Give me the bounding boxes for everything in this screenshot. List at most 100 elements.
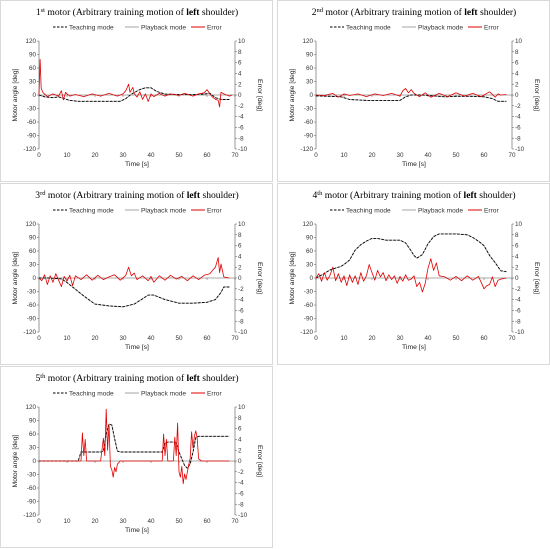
y-tick-label: -60 — [304, 119, 314, 126]
y2-tick-label: -8 — [238, 318, 244, 325]
y2-tick-label: -6 — [515, 125, 521, 132]
y-tick-label: -90 — [27, 133, 37, 140]
x-axis-label: Time [s] — [125, 161, 149, 168]
y-axis-label: Motor angle [deg] — [12, 251, 19, 304]
y2-tick-label: -6 — [238, 125, 244, 132]
title-number: 5 — [35, 373, 40, 384]
title-bold: left — [186, 7, 200, 18]
y-axis-label: Motor angle [deg] — [12, 68, 19, 121]
y2-tick-label: -2 — [515, 286, 521, 293]
y-tick-label: 120 — [25, 38, 36, 45]
y-tick-label: 60 — [29, 431, 37, 438]
y-tick-label: 60 — [29, 65, 37, 72]
y-tick-label: -30 — [27, 106, 37, 113]
legend-error-label: Error — [484, 207, 499, 214]
y-tick-label: -90 — [304, 316, 314, 323]
y-tick-label: -60 — [27, 485, 37, 492]
y-tick-label: 90 — [306, 52, 314, 59]
y-axis-label: Motor angle [deg] — [289, 251, 296, 304]
y2-tick-label: 8 — [238, 49, 242, 56]
y2-tick-label: 4 — [238, 254, 242, 261]
x-tick-label: 70 — [231, 335, 239, 342]
y2-tick-label: 2 — [515, 81, 519, 88]
x-axis-label: Time [s] — [402, 344, 426, 351]
y2-tick-label: 0 — [238, 92, 242, 99]
y2-tick-label: 6 — [238, 60, 242, 67]
x-tick-label: 0 — [37, 152, 41, 159]
y-tick-label: 30 — [306, 262, 314, 269]
chart-panel-1: 1st motor (Arbitrary training motion of … — [0, 0, 273, 182]
x-axis-label: Time [s] — [125, 344, 149, 351]
title-end: shoulder) — [200, 190, 239, 201]
x-axis-label: Time [s] — [125, 527, 149, 534]
title-text: motor (Arbitrary training motion of — [46, 190, 187, 201]
y2-tick-label: 8 — [238, 415, 242, 422]
legend-error-label: Error — [484, 24, 499, 31]
y-tick-label: 90 — [306, 235, 314, 242]
x-tick-label: 10 — [340, 335, 348, 342]
y2-tick-label: 10 — [515, 38, 523, 45]
y2-tick-label: -4 — [515, 114, 521, 121]
y2-tick-label: -10 — [238, 512, 248, 519]
title-end: shoulder) — [200, 7, 239, 18]
chart-svg-4: 4th motor (Arbitrary training motion of … — [289, 190, 540, 352]
y2-tick-label: -10 — [238, 146, 248, 153]
y-tick-label: -90 — [27, 316, 37, 323]
y2-tick-label: 2 — [238, 264, 242, 271]
x-tick-label: 70 — [231, 152, 239, 159]
x-tick-label: 70 — [508, 335, 516, 342]
x-tick-label: 60 — [203, 335, 211, 342]
x-tick-label: 10 — [63, 518, 71, 525]
title-superscript: st — [41, 7, 46, 14]
x-tick-label: 50 — [452, 335, 460, 342]
x-tick-label: 40 — [147, 518, 155, 525]
y2-tick-label: -6 — [238, 308, 244, 315]
chart-svg-1: 1st motor (Arbitrary training motion of … — [12, 7, 263, 169]
y-tick-label: 120 — [25, 404, 36, 411]
legend-teaching-label: Teaching mode — [346, 24, 391, 31]
series-teaching-line — [315, 233, 507, 279]
y-tick-label: -90 — [27, 499, 37, 506]
y-tick-label: -120 — [300, 329, 313, 336]
y-tick-label: -120 — [23, 329, 36, 336]
x-tick-label: 40 — [424, 335, 432, 342]
x-tick-label: 20 — [91, 335, 99, 342]
y2-tick-label: 0 — [515, 92, 519, 99]
y2-tick-label: -10 — [515, 329, 525, 336]
legend-playback-label: Playback mode — [418, 24, 463, 31]
series-teaching-line — [38, 87, 230, 102]
y2-tick-label: -4 — [238, 297, 244, 304]
y-tick-label: -120 — [23, 512, 36, 519]
y2-tick-label: -8 — [238, 135, 244, 142]
y-tick-label: 30 — [29, 262, 37, 269]
y-tick-label: -60 — [304, 302, 314, 309]
series-teaching-line — [39, 423, 230, 469]
title-text: motor (Arbitrary training motion of — [323, 7, 464, 18]
y2-axis-label: Error [deg] — [256, 262, 263, 294]
y2-tick-label: 2 — [238, 81, 242, 88]
legend-playback-label: Playback mode — [418, 207, 463, 214]
x-tick-label: 30 — [119, 335, 127, 342]
chart-svg-2: 2nd motor (Arbitrary training motion of … — [289, 7, 540, 169]
chart-svg-3: 3rd motor (Arbitrary training motion of … — [12, 190, 263, 352]
x-tick-label: 50 — [175, 518, 183, 525]
x-tick-label: 70 — [231, 518, 239, 525]
x-tick-label: 20 — [91, 152, 99, 159]
x-tick-label: 30 — [396, 335, 404, 342]
y2-tick-label: 8 — [238, 232, 242, 239]
chart-svg-5: 5th motor (Arbitrary training motion of … — [12, 373, 263, 535]
x-tick-label: 0 — [37, 518, 41, 525]
legend-error-label: Error — [207, 207, 222, 214]
y-tick-label: 90 — [29, 52, 37, 59]
title-bold: left — [464, 7, 478, 18]
title-bold: left — [187, 373, 201, 384]
y2-tick-label: 4 — [238, 437, 242, 444]
series-error-line — [315, 88, 507, 98]
y-tick-label: -30 — [304, 289, 314, 296]
title-bold: left — [187, 190, 201, 201]
y2-tick-label: 0 — [238, 275, 242, 282]
y2-tick-label: 10 — [238, 221, 246, 228]
title-number: 4 — [312, 190, 317, 201]
title-end: shoulder) — [477, 190, 516, 201]
y2-tick-label: 4 — [238, 71, 242, 78]
